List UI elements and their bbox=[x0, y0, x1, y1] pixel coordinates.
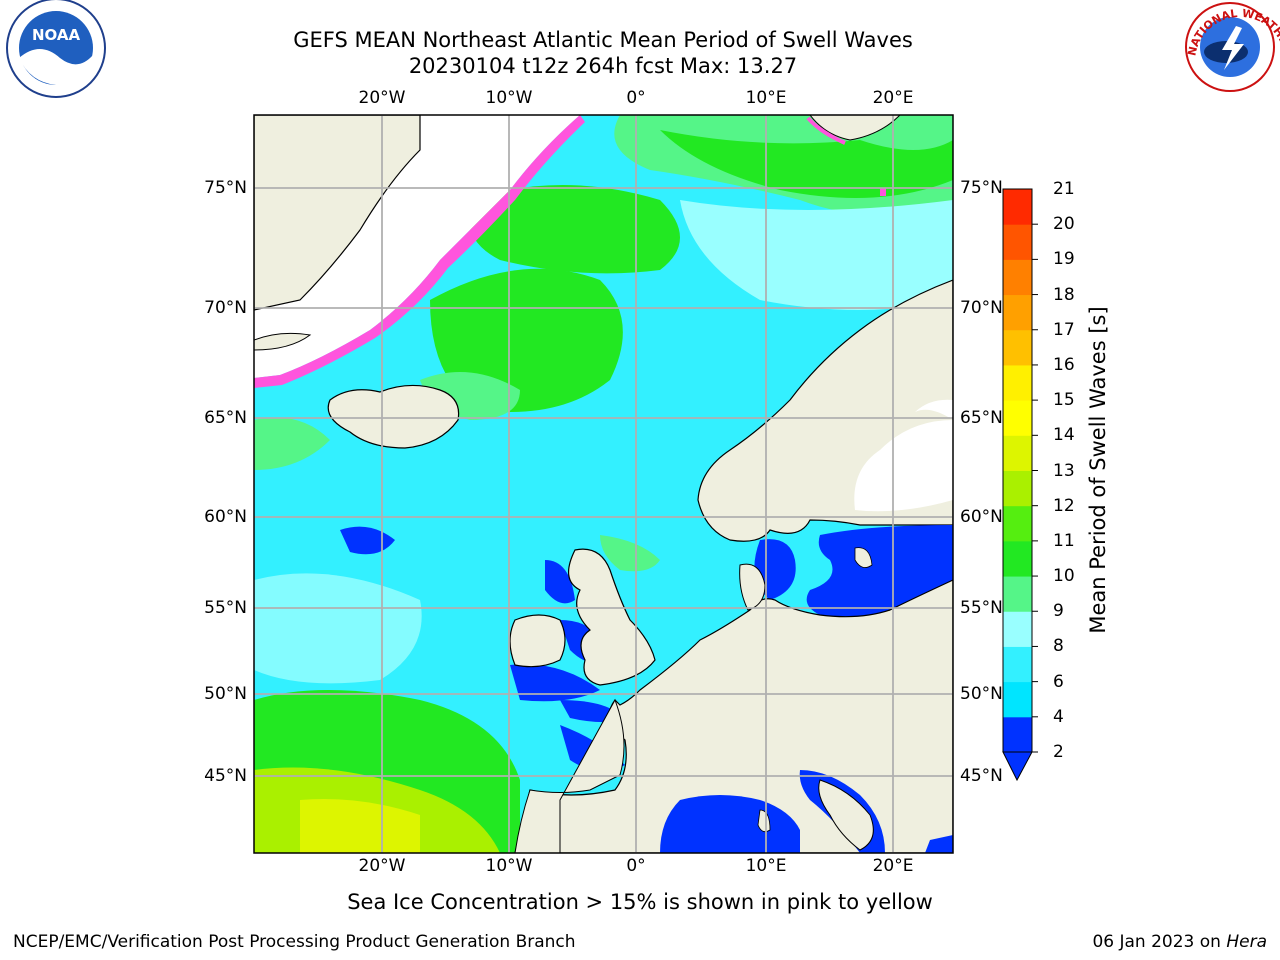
colorbar-bin bbox=[1003, 576, 1032, 612]
lat-label-right: 75°N bbox=[960, 178, 1003, 198]
footer-credit: NCEP/EMC/Verification Post Processing Pr… bbox=[13, 932, 576, 952]
colorbar-tick-label: 2 bbox=[1053, 742, 1064, 762]
colorbar-bin bbox=[1003, 505, 1032, 542]
lat-label-right: 50°N bbox=[960, 684, 1003, 704]
lon-label-top: 10°W bbox=[485, 88, 533, 108]
lon-label-bottom: 10°E bbox=[745, 856, 787, 876]
baltic-sea bbox=[806, 525, 953, 617]
lon-label-bottom: 0° bbox=[626, 856, 646, 876]
colorbar-bin bbox=[1003, 364, 1032, 401]
footer-date-text: 06 Jan 2023 on bbox=[1092, 932, 1221, 952]
colorbar-bin bbox=[1003, 400, 1032, 436]
colorbar-bin bbox=[1003, 646, 1032, 683]
colorbar-bin bbox=[1003, 470, 1032, 507]
lat-label-left: 50°N bbox=[204, 684, 247, 704]
noaa-logo-text: NOAA bbox=[32, 26, 81, 44]
map-frame bbox=[253, 114, 954, 854]
colorbar-tick-label: 18 bbox=[1053, 284, 1075, 305]
footer-host: Hera bbox=[1226, 932, 1267, 952]
colorbar-title: Mean Period of Swell Waves [s] bbox=[1086, 306, 1110, 634]
lat-label-right: 55°N bbox=[960, 598, 1003, 618]
colorbar-tick-label: 9 bbox=[1053, 601, 1064, 622]
colorbar-extend-arrow bbox=[1002, 751, 1033, 782]
footer-date: 06 Jan 2023 on Hera bbox=[1092, 932, 1267, 952]
colorbar-bin bbox=[1003, 294, 1032, 331]
map-subtitle: 20230104 t12z 264h fcst Max: 13.27 bbox=[408, 54, 798, 78]
colorbar-tick-label: 11 bbox=[1053, 530, 1075, 551]
colorbar-bin bbox=[1003, 259, 1032, 296]
colorbar bbox=[1003, 189, 1038, 753]
sea-ice-note: Sea Ice Concentration > 15% is shown in … bbox=[347, 890, 933, 914]
colorbar-tick-label: 4 bbox=[1053, 706, 1064, 727]
lat-label-left: 45°N bbox=[204, 766, 247, 786]
sea-ice-edge bbox=[254, 115, 585, 388]
lon-label-top: 20°W bbox=[358, 88, 406, 108]
colorbar-bin bbox=[1003, 189, 1032, 225]
colorbar-bin bbox=[1003, 716, 1032, 753]
colorbar-tick-label: 12 bbox=[1053, 495, 1075, 516]
lon-label-bottom: 20°W bbox=[358, 856, 406, 876]
colorbar-tick-label: 6 bbox=[1053, 671, 1064, 692]
colorbar-tick-label: 10 bbox=[1053, 566, 1075, 587]
gulf-of-bothnia bbox=[854, 420, 953, 512]
map-title: GEFS MEAN Northeast Atlantic Mean Period… bbox=[293, 28, 913, 52]
colorbar-tick-label: 15 bbox=[1053, 390, 1075, 411]
colorbar-tick-label: 21 bbox=[1053, 179, 1075, 199]
colorbar-bin bbox=[1003, 540, 1032, 577]
lon-label-top: 20°E bbox=[872, 88, 914, 108]
lat-label-right: 65°N bbox=[960, 408, 1003, 428]
swell-period-field-cyan bbox=[254, 200, 953, 684]
lon-label-top: 10°E bbox=[745, 88, 787, 108]
lat-label-left: 65°N bbox=[204, 408, 247, 428]
lat-label-left: 55°N bbox=[204, 598, 247, 618]
ireland bbox=[509, 614, 566, 668]
great-britain bbox=[568, 548, 656, 686]
colorbar-tick-label: 17 bbox=[1053, 319, 1075, 340]
mediterranean-west bbox=[660, 795, 800, 853]
lat-label-right: 60°N bbox=[960, 507, 1003, 527]
swell-period-field-green bbox=[254, 115, 953, 853]
colorbar-bin bbox=[1003, 329, 1032, 366]
colorbar-bin bbox=[1003, 435, 1032, 471]
italy bbox=[818, 779, 874, 851]
greenland bbox=[254, 115, 585, 388]
graticule bbox=[254, 115, 953, 853]
lon-label-bottom: 20°E bbox=[872, 856, 914, 876]
noaa-logo: NOAA bbox=[6, 0, 106, 98]
lat-label-left: 60°N bbox=[204, 507, 247, 527]
lat-label-left: 75°N bbox=[204, 178, 247, 198]
colorbar-tick-label: 16 bbox=[1053, 354, 1075, 375]
colorbar-tick-label: 8 bbox=[1053, 636, 1064, 657]
lat-label-right: 70°N bbox=[960, 298, 1003, 318]
map-area bbox=[254, 115, 953, 853]
lat-label-right: 45°N bbox=[960, 766, 1003, 786]
colorbar-tick-label: 13 bbox=[1053, 460, 1075, 481]
colorbar-bin bbox=[1003, 224, 1032, 260]
colorbar-bin bbox=[1003, 681, 1032, 718]
iceland bbox=[327, 384, 460, 449]
lon-label-bottom: 10°W bbox=[485, 856, 533, 876]
lat-label-left: 70°N bbox=[204, 298, 247, 318]
colorbar-bin bbox=[1003, 611, 1032, 647]
colorbar-tick-label: 20 bbox=[1053, 214, 1075, 235]
colorbar-tick-label: 19 bbox=[1053, 249, 1075, 270]
colorbar-tick-label: 14 bbox=[1053, 425, 1075, 446]
lon-label-top: 0° bbox=[626, 88, 646, 108]
